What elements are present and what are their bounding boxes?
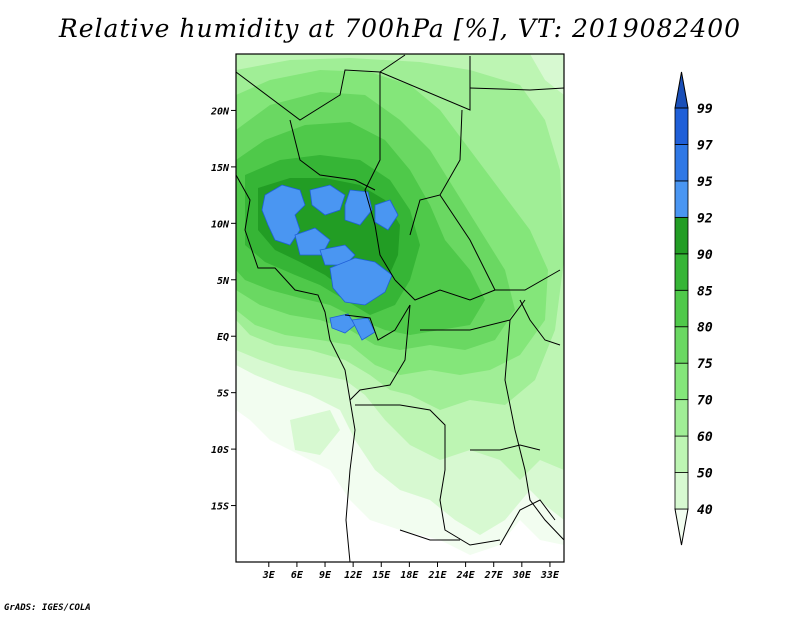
colorbar-box [674,180,689,218]
colorbar-label: 92 [697,211,713,226]
map-title: Relative humidity at 700hPa [%], VT: 201… [58,14,742,43]
lat-tick-label: 15N [211,163,230,174]
colorbar-label: 70 [697,394,713,409]
colorbar-box [674,144,689,182]
lon-tick-label: 12E [344,570,363,581]
colorbar-label: 60 [697,430,713,445]
colorbar-box [674,362,689,401]
lat-tick-label: 20N [210,106,230,117]
colorbar-label: 85 [697,284,713,299]
longitude-axis: 3E 6E 9E 12E 15E 18E 21E 24E 27E 30E 33E [262,562,560,581]
colorbar-label: 50 [697,467,713,482]
colorbar-label: 95 [697,175,713,190]
colorbar-end-low [674,508,689,546]
grads-credit: GrADS: IGES/COLA [4,603,91,613]
colorbar-label: 99 [697,102,713,117]
lat-tick-label: 10N [211,219,230,230]
lat-tick-label: 10S [211,445,229,456]
lat-tick-label: EQ [217,332,229,343]
colorbar-box [674,289,689,328]
colorbar: 40 50 60 70 75 80 85 90 92 95 97 99 [674,71,713,546]
colorbar-end-high [674,71,689,109]
lat-tick-label: 15S [211,502,229,513]
lon-tick-label: 18E [400,570,419,581]
lon-tick-label: 30E [512,570,532,581]
colorbar-box [674,107,689,145]
lon-tick-label: 21E [427,570,447,581]
colorbar-box [674,472,689,510]
colorbar-box [674,326,689,364]
colorbar-label: 90 [697,248,713,263]
humidity-contour-95 [261,184,399,341]
colorbar-label: 75 [697,357,713,372]
colorbar-label: 40 [697,503,713,518]
colorbar-box [674,399,689,437]
colorbar-label: 80 [697,321,713,336]
lon-tick-label: 27E [484,570,504,581]
lat-tick-label: 5S [217,389,229,400]
lon-tick-label: 24E [456,570,476,581]
humidity-field [236,54,564,555]
colorbar-box [674,435,689,473]
colorbar-box [674,216,689,255]
lon-tick-label: 9E [319,570,332,581]
lat-tick-label: 5N [217,276,230,287]
colorbar-label: 97 [697,138,713,153]
lon-tick-label: 33E [540,570,560,581]
lon-tick-label: 15E [372,570,391,581]
colorbar-box [674,253,689,291]
latitude-axis: 20N 15N 10N 5N EQ 5S 10S 15S [210,106,236,513]
map-frame [235,53,565,563]
country-borders [236,54,564,562]
lon-tick-label: 6E [291,570,304,581]
lon-tick-label: 3E [262,570,276,581]
